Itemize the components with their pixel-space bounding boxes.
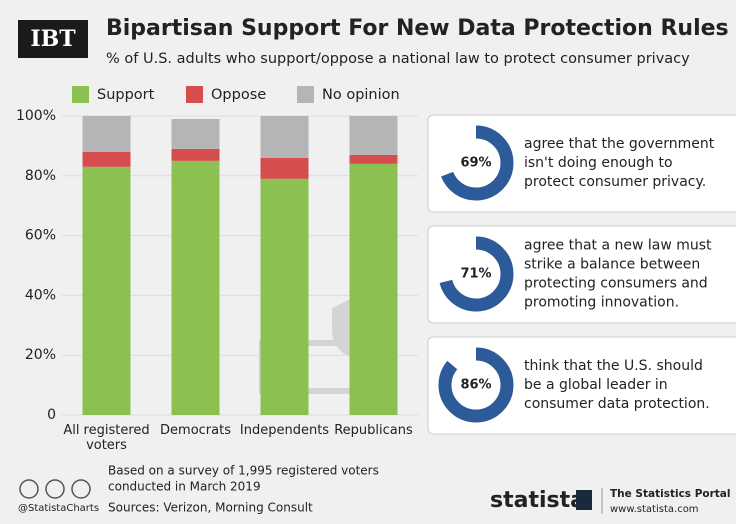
bar-segment: [260, 178, 309, 415]
url: www.statista.com: [610, 504, 699, 515]
x-tick-label: Independents: [239, 423, 330, 438]
y-tick-label: 20%: [25, 347, 56, 363]
bar-segment: [349, 116, 398, 155]
legend-swatch: [297, 86, 314, 103]
bar-segment: [349, 163, 398, 415]
bar-segment: [260, 157, 309, 179]
y-tick-label: 60%: [25, 228, 56, 244]
card-text: agree that the government: [524, 136, 715, 152]
note: conducted in March 2019: [108, 480, 261, 494]
x-tick-label: Republicans: [334, 423, 413, 438]
card-text: protect consumer privacy.: [524, 174, 706, 190]
legend-label: No opinion: [322, 87, 400, 103]
bar-segment: [171, 148, 220, 161]
card-text: isn't doing enough to: [524, 155, 673, 171]
card-text: promoting innovation.: [524, 295, 679, 311]
y-tick-label: 100%: [16, 108, 56, 124]
donut-label: 69%: [460, 156, 491, 171]
logo: IBT: [30, 26, 76, 52]
source: Sources: Verizon, Morning Consult: [108, 501, 313, 515]
legend-swatch: [186, 86, 203, 103]
handle: @StatistaCharts: [18, 503, 99, 514]
title: Bipartisan Support For New Data Protecti…: [106, 16, 729, 41]
cc-icons: [19, 479, 91, 499]
bar-segment: [171, 118, 220, 149]
bar-segment: [171, 160, 220, 415]
y-tick-label: 80%: [25, 168, 56, 184]
card-text: consumer data protection.: [524, 396, 710, 412]
card-text: agree that a new law must: [524, 238, 712, 254]
card-text: protecting consumers and: [524, 276, 708, 292]
bar-segment: [260, 116, 309, 158]
logo-box: [18, 20, 88, 58]
bar-segment: [349, 154, 398, 164]
donut-arc: [438, 125, 514, 201]
x-tick-label: Democrats: [160, 423, 231, 438]
donut-arc: [438, 236, 514, 312]
bar-segment: [82, 151, 131, 167]
card-text: strike a balance between: [524, 257, 700, 273]
donut-label: 71%: [460, 267, 491, 282]
subtitle: % of U.S. adults who support/oppose a na…: [106, 51, 690, 67]
legend-label: Support: [97, 87, 155, 103]
brand: statista: [490, 488, 585, 513]
brand-mark: [576, 490, 592, 510]
card-text: be a global leader in: [524, 377, 668, 393]
y-tick-label: 40%: [25, 287, 56, 303]
portal: The Statistics Portal: [610, 488, 731, 500]
note: Based on a survey of 1,995 registered vo…: [108, 464, 379, 478]
bar-segment: [82, 166, 131, 415]
legend-label: Oppose: [211, 87, 266, 103]
bar-segment: [82, 116, 131, 152]
card-text: think that the U.S. should: [524, 358, 703, 374]
legend-swatch: [72, 86, 89, 103]
y-tick-label: 0: [47, 407, 56, 423]
donut-arc: [438, 347, 514, 423]
donut-label: 86%: [460, 378, 491, 393]
x-tick-label: All registered voters: [63, 423, 150, 453]
